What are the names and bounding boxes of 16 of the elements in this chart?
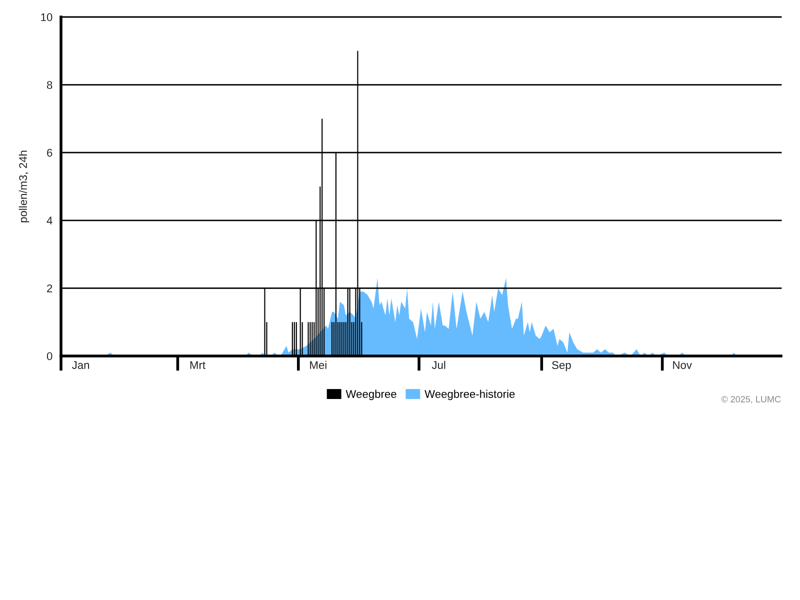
y-tick-label: 4: [46, 216, 52, 224]
y-tick-label: 10: [41, 13, 52, 22]
x-tick-label: Nov: [673, 361, 692, 370]
text: © 2025, LUMC: [721, 396, 781, 404]
x-tick-label: Sep: [552, 361, 571, 372]
x-tick-label: Jan: [72, 361, 90, 370]
x-tick-label: Mei: [310, 360, 326, 370]
y-tick-label: 6: [47, 148, 52, 157]
y-tick-label: 0: [46, 352, 52, 360]
y-axis-title: pollen/m3, 24h: [18, 150, 30, 222]
legend-label: Weegbree: [346, 390, 396, 400]
x-tick-label: Mrt: [190, 361, 206, 369]
x-tick-label: Jul: [432, 360, 446, 370]
legend-label: Weegbree-historie: [424, 390, 515, 400]
y-tick-label: 2: [47, 284, 52, 292]
y-tick-label: 8: [46, 81, 52, 89]
